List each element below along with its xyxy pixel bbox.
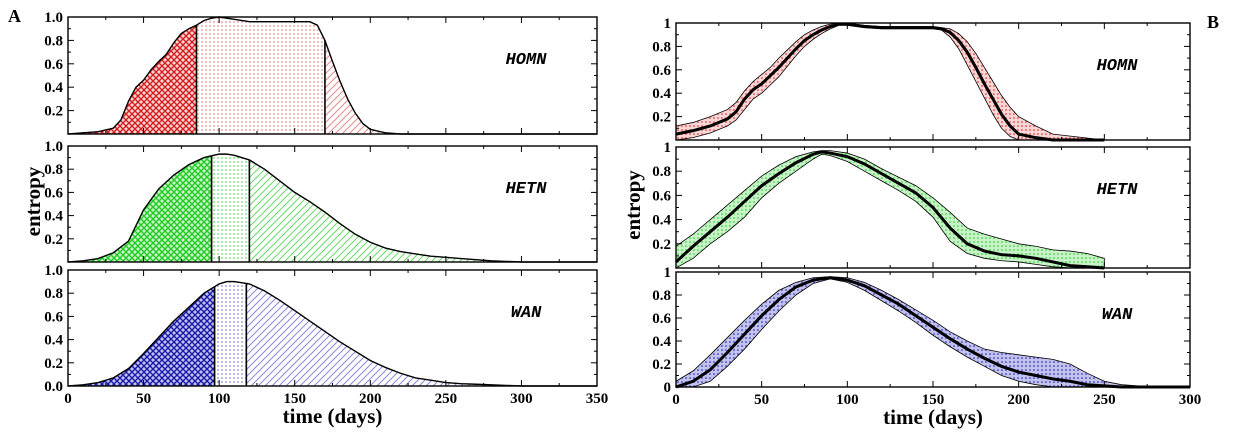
- y-tick-label: 0.4: [44, 80, 63, 96]
- x-tick-label: 250: [1093, 392, 1116, 408]
- y-tick-label: 0.8: [44, 162, 63, 178]
- x-tick-label: 150: [922, 392, 945, 408]
- x-tick-label: 0: [64, 391, 72, 407]
- y-tick-label: 0.2: [44, 232, 63, 248]
- y-tick-label: 1.0: [44, 263, 63, 279]
- x-axis-label: time (days): [883, 405, 983, 429]
- y-tick-label: 1: [664, 140, 672, 156]
- y-tick-label: 0.6: [44, 185, 63, 201]
- network-label: HOMN: [506, 51, 548, 70]
- panel-a: 1.00.80.60.40.2HOMN1.00.80.60.40.2HETN1.…: [21, 10, 608, 428]
- y-tick-label: 0.8: [44, 286, 63, 302]
- y-tick-label: 0.4: [652, 86, 671, 102]
- x-tick-label: 50: [136, 391, 151, 407]
- x-tick-label: 100: [208, 391, 231, 407]
- area-region-late: [324, 40, 597, 134]
- y-tick-label: 0.6: [652, 311, 671, 327]
- confidence-band: [675, 276, 1190, 388]
- x-tick-label: 200: [1007, 392, 1030, 408]
- subplot-homn: 1.0 0.8 0.6 0.4 0.2 HOMN: [44, 10, 598, 135]
- network-label: WAN: [1102, 306, 1133, 325]
- y-tick-label: 0.8: [652, 39, 671, 55]
- network-label: HOMN: [1097, 57, 1139, 76]
- x-tick-label: 200: [359, 391, 382, 407]
- area-region-late: [246, 283, 597, 386]
- x-tick-label: 300: [1179, 392, 1202, 408]
- subplot-homn: 1 0.8 0.6 0.4 0.2 HOMN: [652, 16, 1191, 142]
- area-outline: [67, 153, 597, 263]
- subplot-hetn: 1 0.8 0.6 0.4 0.2 HETN: [652, 140, 1191, 270]
- confidence-band: [675, 150, 1105, 269]
- y-tick-label: 0.8: [44, 33, 63, 49]
- y-tick-label: 0.8: [652, 164, 671, 180]
- mean-line: [675, 22, 1105, 142]
- area-outline: [67, 16, 597, 135]
- subplot-wan: 1 0.8 0.6 0.4 0.2 0 WAN: [652, 265, 1191, 396]
- area-outline: [67, 280, 597, 387]
- confidence-band: [675, 22, 1105, 141]
- area-region-late: [249, 159, 597, 262]
- network-label: HETN: [1097, 181, 1139, 200]
- y-tick-label: 0.4: [652, 334, 671, 350]
- panel-b: 1 0.8 0.6 0.4 0.2 HOMN 1 0.8 0.6 0.4 0.2 HETN 1 0.8 0.…: [621, 16, 1201, 429]
- y-tick-label: 1: [664, 16, 672, 32]
- panel-letter-a: A: [8, 6, 21, 26]
- y-tick-label: 0.2: [44, 104, 63, 120]
- y-tick-label: 0.4: [44, 209, 63, 225]
- y-tick-label: 1.0: [44, 139, 63, 155]
- area-region-early: [68, 286, 215, 386]
- area-region-early: [68, 25, 197, 134]
- y-tick-label: 0.2: [652, 237, 671, 253]
- y-axis-label: entropy: [21, 166, 45, 236]
- y-tick-label: 0.2: [652, 357, 671, 373]
- x-tick-label: 50: [754, 392, 769, 408]
- y-tick-label: 0.4: [652, 213, 671, 229]
- y-axis-label: entropy: [621, 170, 645, 240]
- area-region-middle: [214, 281, 247, 386]
- panel-letter-b: B: [1207, 12, 1219, 32]
- y-tick-label: 0.4: [44, 333, 63, 349]
- y-tick-label: 0.6: [44, 309, 63, 325]
- x-tick-label: 350: [586, 391, 609, 407]
- y-tick-label: 0: [664, 380, 672, 396]
- area-region-middle: [211, 154, 250, 262]
- y-tick-label: 0.6: [44, 57, 63, 73]
- x-axis-label: time (days): [283, 404, 383, 428]
- x-tick-label: 150: [283, 391, 306, 407]
- x-tick-label: 300: [510, 391, 533, 407]
- y-tick-label: 0.6: [652, 188, 671, 204]
- network-label: WAN: [511, 304, 542, 323]
- mean-line: [674, 150, 1105, 270]
- y-tick-label: 1: [664, 265, 672, 281]
- subplot-wan: 1.0 0.8 0.6 0.4 0.2 0.0 WAN: [44, 263, 598, 395]
- x-tick-label: 100: [836, 392, 859, 408]
- x-tick-label: 250: [435, 391, 458, 407]
- y-tick-label: 1.0: [44, 10, 63, 26]
- area-region-early: [68, 155, 212, 262]
- x-tick-label: 0: [672, 392, 680, 408]
- y-tick-label: 0.6: [652, 63, 671, 79]
- y-tick-label: 0.0: [44, 379, 63, 395]
- y-tick-label: 0.2: [652, 110, 671, 126]
- network-label: HETN: [506, 180, 548, 199]
- y-tick-label: 0.2: [44, 356, 63, 372]
- y-tick-label: 0.8: [652, 288, 671, 304]
- subplot-hetn: 1.0 0.8 0.6 0.4 0.2 HETN: [44, 139, 598, 263]
- area-region-middle: [196, 17, 325, 134]
